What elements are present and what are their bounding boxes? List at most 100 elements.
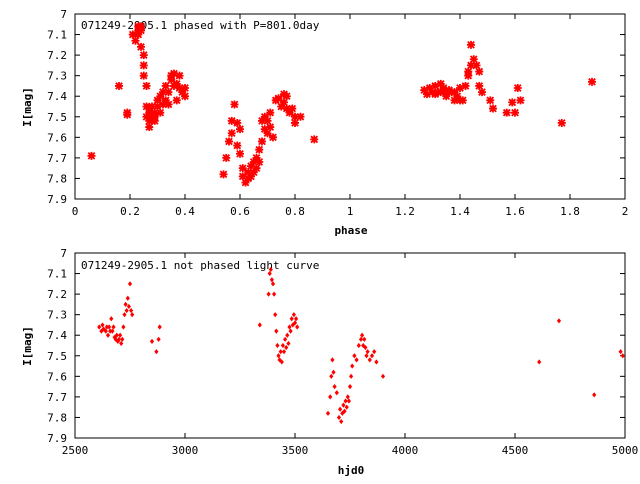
data-point — [101, 326, 106, 332]
data-point — [292, 320, 298, 326]
data-point — [341, 402, 346, 408]
data-point — [349, 373, 354, 379]
x-tick-label: 0.8 — [285, 205, 305, 218]
x-tick-label: 4000 — [392, 444, 419, 457]
data-point — [258, 116, 266, 125]
chart-title-phased: 071249-2905.1 phased with P=801.0day — [81, 19, 320, 32]
data-point — [97, 324, 102, 330]
data-point — [247, 162, 255, 171]
data-point — [153, 102, 162, 111]
data-point — [100, 322, 105, 328]
data-point — [334, 390, 339, 396]
data-point — [588, 77, 596, 86]
x-tick-label: 0.4 — [175, 205, 195, 218]
y-tick-label: 7 — [60, 8, 67, 21]
data-point — [344, 404, 349, 410]
data-point — [289, 316, 294, 322]
data-point — [464, 71, 473, 80]
data-point — [472, 61, 481, 70]
data-point — [249, 158, 258, 166]
data-point — [287, 324, 292, 330]
data-point — [288, 104, 297, 113]
y-tick-label: 7.1 — [47, 29, 67, 42]
data-point — [269, 133, 277, 142]
data-point — [290, 322, 295, 328]
x-tick-label: 1.6 — [505, 205, 525, 218]
data-point — [164, 100, 173, 109]
data-point — [343, 398, 348, 404]
x-tick-label: 2 — [622, 205, 629, 218]
data-point — [346, 398, 351, 404]
x-tick-label: 4500 — [502, 444, 529, 457]
data-point — [181, 84, 189, 92]
data-point — [170, 69, 178, 78]
data-point — [328, 394, 333, 400]
data-point — [267, 270, 272, 277]
data-point — [278, 349, 283, 355]
data-point — [354, 357, 359, 363]
data-point — [279, 359, 284, 365]
x-tick-label: 1.2 — [395, 205, 415, 218]
data-point — [230, 100, 239, 109]
data-point — [338, 406, 343, 412]
data-point — [225, 137, 233, 146]
data-point — [286, 340, 291, 347]
data-point — [268, 266, 273, 273]
data-point — [464, 67, 473, 76]
data-point — [175, 84, 184, 92]
data-point — [329, 373, 334, 379]
data-point — [258, 137, 266, 146]
data-point — [111, 324, 116, 330]
data-point — [114, 332, 119, 338]
data-point — [513, 84, 522, 92]
data-point — [618, 349, 623, 355]
data-point — [620, 353, 625, 359]
data-point — [236, 125, 244, 134]
data-point — [282, 104, 291, 113]
plot-frame-not-phased — [74, 252, 626, 439]
data-point — [467, 40, 475, 49]
data-point — [255, 158, 264, 166]
data-point — [178, 88, 187, 97]
data-point — [276, 353, 281, 359]
data-point — [150, 112, 159, 121]
data-points-phased — [87, 22, 596, 187]
data-point — [247, 172, 255, 181]
data-point — [281, 349, 287, 355]
data-point — [275, 342, 280, 349]
data-point — [372, 349, 377, 355]
data-point — [330, 357, 335, 363]
data-point — [115, 81, 123, 90]
data-point — [104, 324, 109, 330]
data-point — [131, 36, 140, 45]
data-point — [263, 129, 272, 138]
data-point — [339, 418, 344, 425]
y-tick-label: 7.2 — [47, 49, 67, 62]
data-point — [592, 392, 597, 398]
y-tick-label: 7.9 — [47, 193, 67, 206]
data-point — [369, 353, 375, 359]
data-point — [127, 281, 133, 287]
data-point — [295, 324, 300, 330]
data-point — [291, 118, 299, 127]
data-point — [260, 125, 269, 134]
data-point — [153, 96, 162, 105]
data-point — [508, 98, 517, 107]
data-point — [340, 410, 345, 416]
data-point — [537, 359, 542, 365]
data-point — [238, 172, 247, 181]
data-point — [167, 75, 176, 84]
y-axis-label-phased: I[mag] — [21, 87, 34, 127]
data-point — [129, 307, 134, 314]
data-point — [489, 104, 497, 113]
y-tick-label: 7.3 — [47, 70, 67, 83]
data-point — [502, 108, 511, 117]
data-point — [134, 30, 143, 39]
data-point — [161, 81, 170, 90]
data-point — [156, 336, 161, 342]
data-point — [233, 141, 242, 150]
data-point — [149, 338, 155, 344]
data-point — [137, 26, 145, 35]
data-point — [342, 408, 347, 414]
data-point — [556, 318, 562, 324]
